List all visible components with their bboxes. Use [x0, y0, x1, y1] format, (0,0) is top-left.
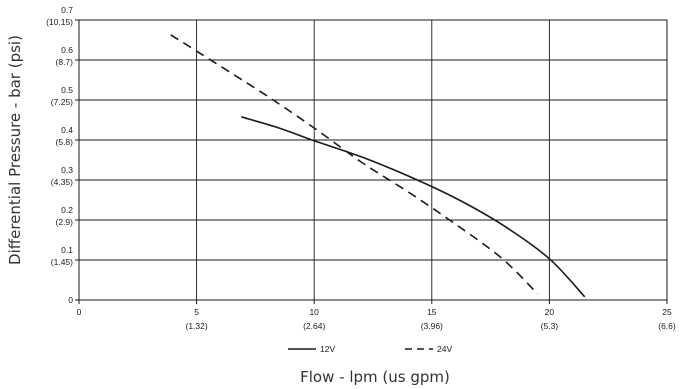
- x-tick-label: 10: [309, 307, 319, 317]
- x-tick-label: 25: [662, 307, 672, 317]
- y-tick-label: 0.4: [61, 125, 73, 135]
- y-tick-sublabel: (4.35): [51, 177, 73, 187]
- series-lines: [170, 34, 586, 298]
- x-tick-label: 15: [427, 307, 437, 317]
- y-tick-label: 0.1: [61, 245, 73, 255]
- y-tick-sublabel: (5.8): [56, 137, 74, 147]
- y-tick-label: 0: [68, 295, 73, 305]
- y-tick-sublabel: (7.25): [51, 97, 73, 107]
- x-tick-label: 0: [77, 307, 82, 317]
- x-tick-sublabel: (3.96): [421, 321, 443, 331]
- y-tick-sublabel: (1.45): [51, 257, 73, 267]
- plot-frame: [78, 19, 668, 301]
- y-tick-sublabel: (2.9): [56, 217, 74, 227]
- y-tick-label: 0.3: [61, 165, 73, 175]
- grid: [79, 20, 667, 300]
- y-tick-label: 0.5: [61, 85, 73, 95]
- x-tick-sublabel: (6.6): [658, 321, 676, 331]
- y-axis-title: Differential Pressure - bar (psi): [6, 35, 24, 265]
- legend-label-12v: 12V: [320, 344, 335, 354]
- x-axis-title: Flow - lpm (us gpm): [300, 368, 450, 386]
- y-tick-sublabel: (10.15): [46, 17, 73, 27]
- series-line-24v: [170, 34, 539, 295]
- y-tick-label: 0.2: [61, 205, 73, 215]
- x-tick-sublabel: (1.32): [185, 321, 207, 331]
- y-tick-sublabel: (8.7): [56, 57, 74, 67]
- series-line-12v: [241, 116, 586, 298]
- legend-label-24v: 24V: [437, 344, 452, 354]
- x-tick-label: 20: [545, 307, 555, 317]
- tick-labels: 0 5 (1.32) 10 (2.64) 15 (3.96) 20 (5.3) 25 (6.6) 0 0…: [46, 5, 676, 331]
- y-tick-label: 0.7: [61, 5, 73, 15]
- legend: 12V 24V: [288, 344, 452, 354]
- x-tick-label: 5: [194, 307, 199, 317]
- x-tick-sublabel: (2.64): [303, 321, 325, 331]
- y-tick-label: 0.6: [61, 45, 73, 55]
- x-tick-sublabel: (5.3): [541, 321, 559, 331]
